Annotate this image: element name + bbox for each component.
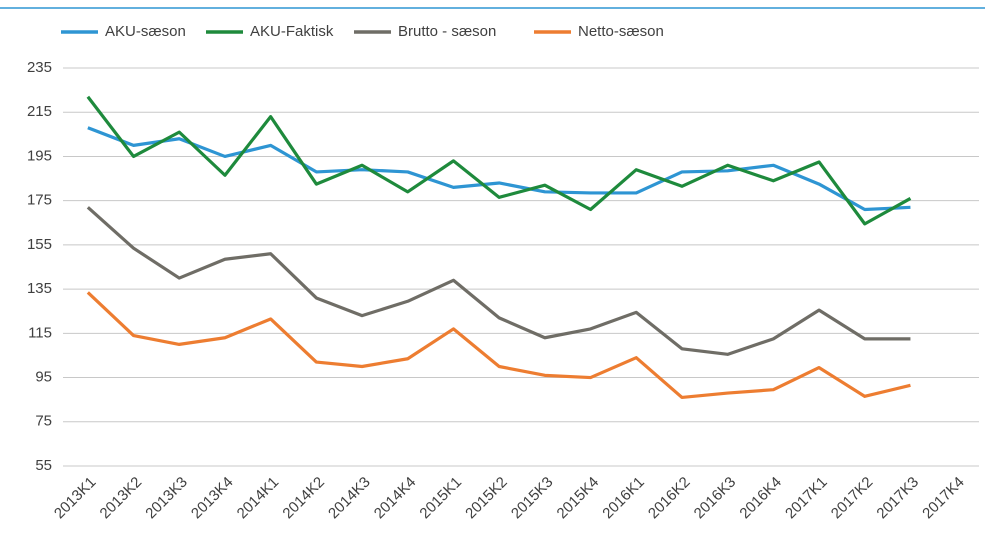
x-tick-label: 2016K1 [599,474,648,523]
y-tick-label: 155 [27,236,52,253]
y-tick-label: 195 [27,147,52,164]
x-tick-label: 2013K3 [142,474,191,523]
series-line [87,126,911,212]
series-line [86,291,911,400]
x-tick-label: 2013K1 [51,474,100,523]
x-tick-label: 2014K2 [279,474,328,523]
x-tick-label: 2017K4 [919,474,968,523]
legend-label: Brutto - sæson [398,23,496,40]
x-tick-label: 2015K4 [554,474,603,523]
y-tick-label: 135 [27,280,52,297]
x-tick-label: 2015K2 [462,474,511,523]
y-tick-label: 95 [35,369,52,386]
x-tick-label: 2016K4 [736,474,785,523]
x-tick-label: 2015K1 [416,474,465,523]
x-tick-label: 2013K2 [97,474,146,523]
x-tick-label: 2014K3 [325,474,374,523]
legend-label: AKU-Faktisk [250,23,334,40]
series-line [86,95,912,226]
y-tick-label: 55 [35,457,52,474]
x-tick-label: 2017K2 [828,474,877,523]
x-tick-label: 2016K3 [691,474,740,523]
series-line [86,206,911,356]
y-tick-label: 235 [27,59,52,76]
x-tick-label: 2016K2 [645,474,694,523]
y-tick-label: 115 [28,324,52,341]
y-tick-label: 75 [35,413,52,430]
x-tick-label: 2013K4 [188,474,237,523]
legend-label: AKU-sæson [105,23,186,40]
y-tick-label: 175 [27,192,52,209]
x-tick-label: 2015K3 [508,474,557,523]
x-tick-label: 2017K1 [782,474,831,523]
x-tick-label: 2014K1 [234,474,283,523]
x-tick-label: 2014K4 [371,474,420,523]
y-tick-label: 215 [27,103,52,120]
legend-label: Netto-sæson [578,23,664,40]
x-tick-label: 2017K3 [873,474,922,523]
